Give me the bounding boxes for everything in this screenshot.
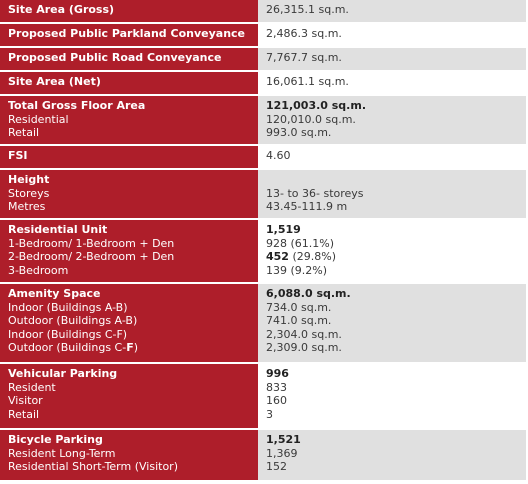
sub-value-outdoor-c-f: 2,309.0 sq.m.: [266, 341, 342, 354]
sub-value-resident: 833: [266, 380, 287, 394]
sub-value-visitor: 160: [266, 394, 287, 407]
row-amenity-space: Amenity Space Indoor (Buildings A-B) Out…: [0, 284, 526, 362]
sub-value-2-bedroom: 452 (29.8%): [266, 250, 336, 263]
row-vehicular-parking: Vehicular Parking Resident Visitor Retai…: [0, 364, 526, 428]
sub-label-metres: Metres: [8, 200, 46, 213]
sub-label-residential: Residential: [8, 112, 69, 126]
row-label: Total Gross Floor Area: [8, 99, 146, 112]
row-value: 2,486.3 sq.m.: [266, 27, 342, 40]
sub-label-storeys: Storeys: [8, 186, 50, 200]
sub-value-storeys: 13- to 36- storeys: [266, 186, 364, 200]
row-value: 6,088.0 sq.m.: [266, 287, 351, 300]
row-label: Site Area (Net): [8, 75, 101, 88]
sub-label-3-bedroom: 3-Bedroom: [8, 263, 69, 277]
sub-value-metres: 43.45-111.9 m: [266, 200, 348, 213]
row-value: 121,003.0 sq.m.: [266, 99, 367, 112]
row-label: Amenity Space: [8, 287, 101, 300]
sub-value-short-term: 152: [266, 460, 287, 473]
row-label: Proposed Public Parkland Conveyance: [8, 27, 245, 40]
row-value: 16,061.1 sq.m.: [266, 75, 349, 88]
sub-label-long-term: Resident Long-Term: [8, 446, 116, 460]
row-value: 996: [266, 367, 289, 380]
row-residential-unit: Residential Unit 1-Bedroom/ 1-Bedroom + …: [0, 220, 526, 282]
sub-value-retail: 993.0 sq.m.: [266, 126, 332, 139]
sub-label-indoor-c-f: Indoor (Buildings C-F): [8, 327, 128, 341]
sub-label-retail: Retail: [8, 407, 40, 421]
row-label: Proposed Public Road Conveyance: [8, 51, 222, 64]
sub-label-outdoor-c-f: Outdoor (Buildings C-F): [8, 341, 139, 354]
sub-label-visitor: Visitor: [8, 394, 43, 407]
row-bicycle-parking: Bicycle Parking Resident Long-Term Resid…: [0, 430, 526, 480]
sub-label-short-term: Residential Short-Term (Visitor): [8, 460, 179, 473]
sub-label-resident: Resident: [8, 380, 56, 394]
row-label: Residential Unit: [8, 223, 108, 236]
row-site-area-net: Site Area (Net) 16,061.1 sq.m.: [0, 72, 526, 94]
sub-value-indoor-a-b: 734.0 sq.m.: [266, 300, 332, 314]
sub-value-residential: 120,010.0 sq.m.: [266, 112, 356, 126]
row-height: Height Storeys Metres 13- to 36- storeys…: [0, 170, 526, 218]
sub-label-retail: Retail: [8, 126, 40, 139]
sub-value-1-bedroom: 928 (61.1%): [266, 236, 335, 250]
sub-label-2-bedroom: 2-Bedroom/ 2-Bedroom + Den: [8, 250, 175, 263]
row-road-conveyance: Proposed Public Road Conveyance 7,767.7 …: [0, 48, 526, 70]
sub-label-outdoor-a-b: Outdoor (Buildings A-B): [8, 314, 138, 327]
row-label: Bicycle Parking: [8, 433, 103, 446]
sub-label-indoor-a-b: Indoor (Buildings A-B): [8, 300, 128, 314]
row-value: 4.60: [266, 149, 291, 162]
row-site-area-gross: Site Area (Gross) 26,315.1 sq.m.: [0, 0, 526, 22]
row-label: Height: [8, 173, 50, 186]
row-label: FSI: [8, 149, 28, 162]
row-value: 7,767.7 sq.m.: [266, 51, 342, 64]
sub-value-long-term: 1,369: [266, 446, 298, 460]
sub-value-outdoor-a-b: 741.0 sq.m.: [266, 314, 332, 327]
row-value: 1,521: [266, 433, 301, 446]
sub-label-1-bedroom: 1-Bedroom/ 1-Bedroom + Den: [8, 236, 175, 250]
row-parkland-conveyance: Proposed Public Parkland Conveyance 2,48…: [0, 24, 526, 46]
row-fsi: FSI 4.60: [0, 146, 526, 168]
sub-value-retail: 3: [266, 407, 273, 421]
sub-value-3-bedroom: 139 (9.2%): [266, 263, 328, 277]
row-label: Site Area (Gross): [8, 3, 115, 16]
sub-value-indoor-c-f: 2,304.0 sq.m.: [266, 327, 342, 341]
row-value: 1,519: [266, 223, 301, 236]
row-total-gross-floor-area: Total Gross Floor Area Residential Retai…: [0, 96, 526, 144]
row-label: Vehicular Parking: [8, 367, 118, 380]
row-value: 26,315.1 sq.m.: [266, 3, 349, 16]
